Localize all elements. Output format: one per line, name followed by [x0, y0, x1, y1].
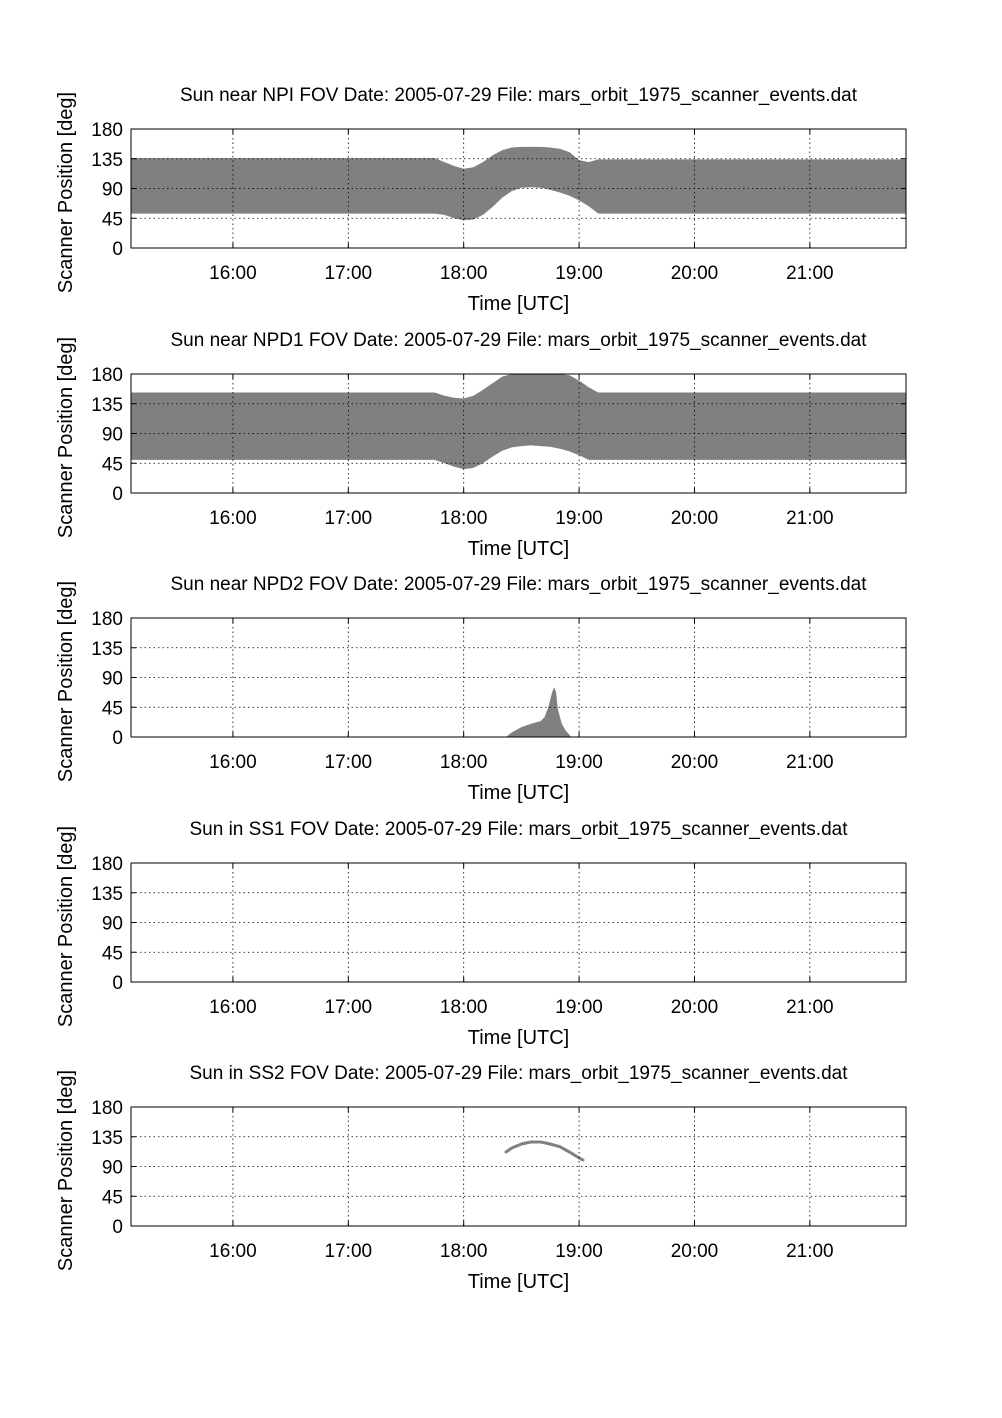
y-tick-label: 180	[91, 1098, 123, 1119]
y-tick-label: 180	[91, 120, 123, 141]
axes-box	[130, 862, 907, 983]
x-tick-label: 17:00	[325, 508, 373, 529]
chart-panel-3: Sun near NPD2 FOV Date: 2005-07-29 File:…	[55, 574, 907, 804]
y-tick-label: 180	[91, 609, 123, 630]
y-tick-label: 45	[102, 454, 123, 475]
y-tick-label: 0	[112, 484, 123, 505]
y-tick-label: 90	[102, 180, 123, 201]
x-tick-label: 16:00	[209, 1241, 257, 1262]
axes-box	[130, 617, 907, 738]
y-axis-label: Scanner Position [deg]	[55, 92, 77, 293]
y-tick-label: 0	[112, 1217, 123, 1238]
chart-panel-1: Sun near NPI FOV Date: 2005-07-29 File: …	[55, 85, 907, 315]
x-tick-label: 20:00	[671, 508, 719, 529]
x-tick-label: 21:00	[786, 263, 834, 284]
x-tick-label: 16:00	[209, 508, 257, 529]
chart-title: Sun near NPD2 FOV Date: 2005-07-29 File:…	[170, 574, 867, 595]
series-area	[131, 374, 906, 470]
x-tick-label: 18:00	[440, 508, 488, 529]
x-tick-label: 18:00	[440, 1241, 488, 1262]
x-tick-label: 19:00	[555, 263, 603, 284]
chart-panel-5: Sun in SS2 FOV Date: 2005-07-29 File: ma…	[55, 1063, 907, 1293]
y-tick-label: 45	[102, 943, 123, 964]
y-tick-label: 90	[102, 914, 123, 935]
y-tick-label: 45	[102, 1187, 123, 1208]
x-tick-label: 19:00	[555, 1241, 603, 1262]
x-tick-label: 20:00	[671, 752, 719, 773]
x-tick-label: 21:00	[786, 1241, 834, 1262]
chart-panel-2: Sun near NPD1 FOV Date: 2005-07-29 File:…	[55, 330, 907, 560]
y-tick-label: 0	[112, 973, 123, 994]
x-tick-label: 17:00	[325, 997, 373, 1018]
y-axis-label: Scanner Position [deg]	[55, 1070, 77, 1271]
y-tick-label: 180	[91, 854, 123, 875]
y-tick-label: 180	[91, 365, 123, 386]
y-tick-label: 45	[102, 209, 123, 230]
x-tick-label: 21:00	[786, 752, 834, 773]
x-tick-label: 16:00	[209, 263, 257, 284]
x-tick-label: 18:00	[440, 752, 488, 773]
x-tick-label: 20:00	[671, 997, 719, 1018]
series-area	[506, 687, 572, 737]
y-axis-label: Scanner Position [deg]	[55, 337, 77, 538]
y-tick-label: 0	[112, 728, 123, 749]
x-tick-label: 18:00	[440, 997, 488, 1018]
series-area	[131, 146, 906, 221]
chart-title: Sun in SS2 FOV Date: 2005-07-29 File: ma…	[190, 1063, 849, 1084]
y-tick-label: 90	[102, 425, 123, 446]
x-axis-label: Time [UTC]	[468, 1027, 569, 1049]
chart-title: Sun near NPD1 FOV Date: 2005-07-29 File:…	[170, 330, 867, 351]
x-tick-label: 16:00	[209, 752, 257, 773]
x-tick-label: 19:00	[555, 508, 603, 529]
axes-box	[130, 1106, 907, 1227]
x-tick-label: 21:00	[786, 508, 834, 529]
y-tick-label: 135	[91, 639, 123, 660]
y-tick-label: 90	[102, 669, 123, 690]
x-axis-label: Time [UTC]	[468, 293, 569, 315]
x-axis-label: Time [UTC]	[468, 538, 569, 560]
y-tick-label: 45	[102, 698, 123, 719]
y-tick-label: 0	[112, 239, 123, 260]
chart-title: Sun in SS1 FOV Date: 2005-07-29 File: ma…	[190, 819, 849, 840]
y-tick-label: 135	[91, 1128, 123, 1149]
x-axis-label: Time [UTC]	[468, 782, 569, 804]
y-tick-label: 135	[91, 395, 123, 416]
x-tick-label: 19:00	[555, 997, 603, 1018]
axes-box	[130, 128, 907, 249]
y-tick-label: 90	[102, 1158, 123, 1179]
x-axis-label: Time [UTC]	[468, 1271, 569, 1293]
x-tick-label: 17:00	[325, 263, 373, 284]
y-axis-label: Scanner Position [deg]	[55, 581, 77, 782]
x-tick-label: 19:00	[555, 752, 603, 773]
x-tick-label: 20:00	[671, 1241, 719, 1262]
x-tick-label: 21:00	[786, 997, 834, 1018]
x-tick-label: 20:00	[671, 263, 719, 284]
x-tick-label: 17:00	[325, 1241, 373, 1262]
axes-box	[130, 373, 907, 494]
y-tick-label: 135	[91, 884, 123, 905]
chart-title: Sun near NPI FOV Date: 2005-07-29 File: …	[180, 85, 858, 106]
chart-panel-4: Sun in SS1 FOV Date: 2005-07-29 File: ma…	[55, 819, 907, 1049]
y-tick-label: 135	[91, 150, 123, 171]
x-tick-label: 18:00	[440, 263, 488, 284]
y-axis-label: Scanner Position [deg]	[55, 826, 77, 1027]
series-line	[504, 1140, 585, 1162]
x-tick-label: 17:00	[325, 752, 373, 773]
x-tick-label: 16:00	[209, 997, 257, 1018]
